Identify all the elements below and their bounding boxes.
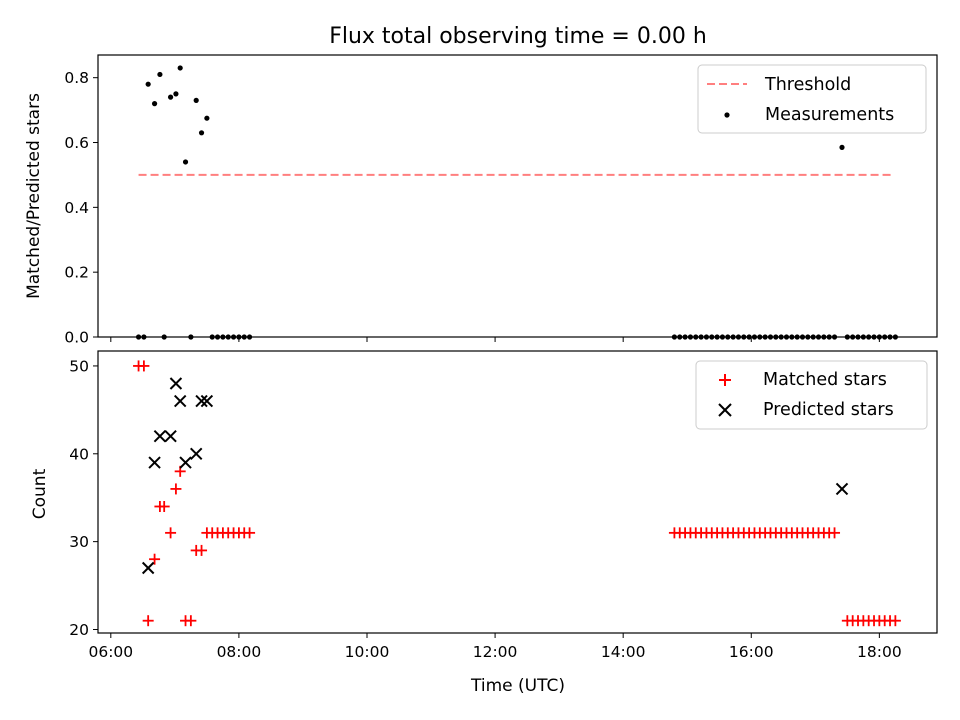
predicted-star-marker: [169, 377, 183, 390]
top-y-tick-label: 0.8: [64, 69, 89, 87]
bottom-x-ticks: 06:00 08:00 10:00 12:00 14:00 16:00 18:00: [88, 633, 902, 661]
legend-threshold-label: Threshold: [764, 75, 851, 95]
top-y-tick-label: 0.4: [64, 199, 89, 217]
bottom-y-tick-label: 50: [69, 357, 89, 375]
top-y-tick-label: 0.0: [64, 329, 89, 347]
matched-star-marker: [142, 615, 154, 627]
top-legend: Threshold Measurements: [697, 64, 927, 134]
predicted-star-marker: [200, 394, 214, 408]
matched-star-marker: [196, 544, 208, 556]
measurement-point: [167, 94, 174, 100]
predicted-star-marker: [173, 394, 187, 408]
measurement-point: [173, 91, 179, 97]
chart-title: Flux total observing time = 0.00 h: [329, 24, 707, 49]
top-legend-box: [697, 64, 927, 134]
measurement-point: [157, 71, 163, 78]
legend-matched-label: Matched stars: [763, 370, 887, 390]
matched-star-marker: [829, 527, 841, 539]
x-tick-label: 14:00: [601, 643, 646, 661]
predicted-star-marker: [153, 430, 167, 443]
top-axes-frame: [97, 54, 938, 338]
predicted-stars-points: [141, 377, 849, 575]
bottom-y-tick-label: 30: [69, 533, 89, 551]
predicted-star-marker: [164, 430, 177, 443]
legend-measurements-swatch: [724, 112, 730, 118]
top-panel: Flux total observing time = 0.00 h 0.00.…: [24, 24, 938, 347]
predicted-star-marker: [179, 456, 192, 469]
measurement-point: [193, 97, 199, 103]
measurement-point: [198, 130, 205, 136]
predicted-star-marker: [195, 394, 208, 408]
matched-star-marker: [170, 483, 182, 495]
predicted-star-marker: [141, 561, 155, 575]
x-tick-label: 10:00: [345, 643, 390, 661]
legend-matched-swatch: [719, 374, 731, 386]
matched-stars-points: [133, 360, 901, 627]
measurement-point: [151, 101, 158, 107]
predicted-star-marker: [189, 447, 203, 460]
measurement-point: [839, 144, 845, 150]
measurement-point: [145, 81, 151, 87]
top-y-tick-label: 0.6: [64, 134, 89, 152]
predicted-star-marker: [835, 482, 849, 496]
bottom-legend-box: [695, 360, 928, 430]
bottom-y-tick-label: 40: [69, 445, 89, 463]
x-tick-label: 12:00: [473, 643, 518, 661]
measurement-point: [204, 115, 210, 121]
matched-star-marker: [185, 615, 197, 627]
bottom-y-ticks: 20 30 40 50: [69, 357, 98, 639]
measurement-point: [177, 65, 183, 71]
x-tick-label: 18:00: [857, 643, 902, 661]
top-y-axis-label: Matched/Predicted stars: [24, 93, 44, 299]
x-tick-label: 08:00: [217, 643, 262, 661]
matched-star-marker: [889, 615, 901, 627]
legend-predicted-swatch: [718, 403, 732, 417]
predicted-star-marker: [148, 456, 161, 469]
bottom-y-tick-label: 20: [69, 621, 89, 639]
bottom-legend: Matched stars Predicted stars: [695, 360, 928, 430]
measurement-point: [182, 159, 189, 165]
matched-star-marker: [138, 360, 150, 372]
matched-star-marker: [165, 527, 177, 539]
x-axis-label: Time (UTC): [470, 676, 565, 696]
matched-star-marker: [149, 553, 161, 565]
legend-predicted-label: Predicted stars: [763, 400, 894, 420]
top-y-tick-label: 0.2: [64, 264, 89, 282]
top-y-ticks: 0.0 0.2 0.4 0.6 0.8: [64, 69, 98, 347]
top-x-ticks: [110, 337, 880, 342]
x-tick-label: 16:00: [729, 643, 774, 661]
legend-measurements-label: Measurements: [765, 105, 894, 125]
bottom-y-axis-label: Count: [30, 468, 50, 519]
bottom-panel: 20 30 40 50 06:00 08:00 10:00 12:00 14:00 16:00 1…: [30, 350, 938, 696]
matched-star-marker: [244, 527, 256, 539]
x-tick-label: 06:00: [88, 643, 133, 661]
matched-star-marker: [158, 500, 170, 512]
bottom-axes-frame: [97, 350, 938, 634]
